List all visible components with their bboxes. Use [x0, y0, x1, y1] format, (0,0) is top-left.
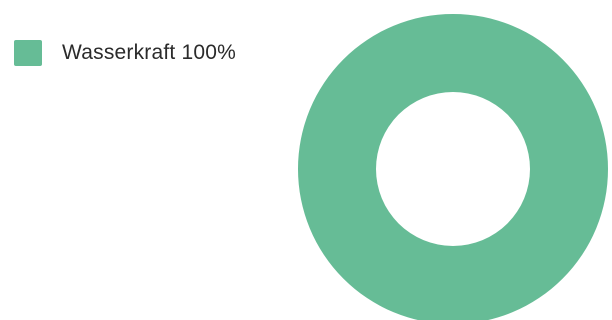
- legend-label-wasserkraft: Wasserkraft 100%: [62, 41, 236, 64]
- chart-legend: Wasserkraft 100%: [14, 40, 236, 66]
- donut-slice-wasserkraft: [298, 14, 608, 320]
- legend-swatch-wasserkraft: [14, 40, 42, 66]
